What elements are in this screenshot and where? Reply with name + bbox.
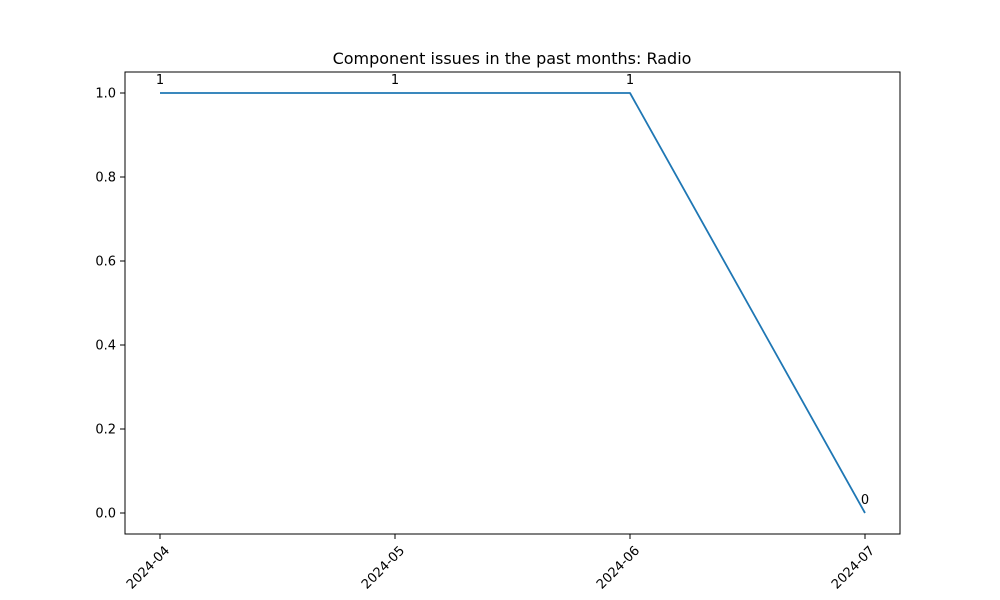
axes-frame <box>124 71 901 535</box>
y-tick-label: 0.8 <box>95 171 116 186</box>
chart-title: Component issues in the past months: Rad… <box>333 49 692 68</box>
y-tick-label: 0.4 <box>95 339 116 354</box>
y-tick-label: 1.0 <box>95 87 116 102</box>
series-line <box>160 92 866 514</box>
data-label: 1 <box>156 73 164 88</box>
y-tick-label: 0.2 <box>95 423 116 438</box>
data-label: 1 <box>626 73 634 88</box>
y-tick-label: 0.6 <box>95 255 116 270</box>
y-tick-label: 0.0 <box>95 507 116 522</box>
data-label: 1 <box>391 73 399 88</box>
data-label: 0 <box>861 493 869 508</box>
